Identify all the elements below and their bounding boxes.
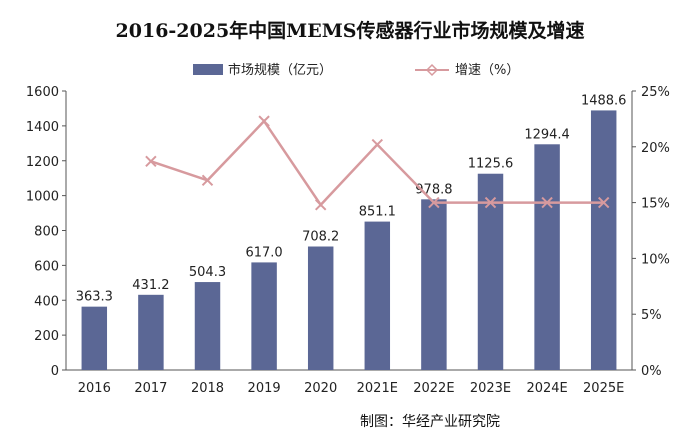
x-axis-tick-label: 2021E: [357, 381, 398, 396]
growth-marker: [258, 115, 270, 127]
legend-line-label: 增速（%）: [455, 63, 519, 78]
bar-value-label: 1294.4: [524, 127, 570, 142]
left-axis-tick-label: 1000: [26, 190, 59, 205]
left-axis-tick-label: 1600: [26, 85, 59, 100]
x-axis-tick-label: 2024E: [526, 381, 567, 396]
growth-marker: [145, 155, 157, 168]
left-axis-tick-label: 400: [34, 294, 59, 309]
bar: [138, 294, 164, 370]
bar-value-label: 504.3: [189, 265, 226, 280]
growth-marker: [597, 196, 610, 209]
growth-marker: [484, 196, 497, 209]
bar: [364, 221, 391, 370]
x-axis-tick-label: 2022E: [413, 381, 454, 396]
growth-line-series: [145, 115, 610, 211]
x-axis-tick-label: 2023E: [470, 381, 511, 396]
bar: [81, 306, 108, 370]
bar-value-label: 708.2: [302, 230, 339, 245]
growth-marker: [541, 196, 553, 209]
left-axis-tick-label: 1200: [26, 155, 59, 170]
left-axis-tick-label: 200: [34, 329, 59, 344]
legend-bar-swatch: [193, 64, 223, 75]
legend: 市场规模（亿元） 增速（%）: [193, 62, 519, 78]
growth-marker: [314, 199, 327, 211]
right-axis-tick-label: 25%: [641, 85, 670, 100]
left-axis-tick-label: 800: [34, 225, 59, 240]
x-axis-tick-label: 2019: [248, 381, 281, 396]
bar: [194, 282, 221, 370]
legend-bar-label: 市场规模（亿元）: [228, 62, 332, 78]
right-axis-tick-label: 20%: [641, 141, 670, 156]
right-axis-tick-label: 10%: [641, 252, 670, 267]
growth-marker: [428, 196, 440, 209]
bar: [251, 262, 277, 370]
bar-value-label: 363.3: [76, 290, 113, 305]
bar: [421, 199, 447, 370]
bar: [590, 110, 617, 370]
bar: [534, 144, 560, 370]
x-axis-tick-label: 2017: [134, 381, 167, 396]
right-axis-tick-label: 5%: [641, 308, 662, 323]
right-axis-tick-label: 15%: [641, 197, 670, 212]
source-note: 制图：华经产业研究院: [360, 414, 500, 430]
bar-value-label: 431.2: [132, 278, 169, 293]
x-axis-tick-label: 2025E: [583, 381, 624, 396]
chart-title: 2016-2025年中国MEMS传感器行业市场规模及增速: [116, 19, 585, 42]
bar: [307, 246, 334, 370]
bar-value-label: 851.1: [359, 205, 396, 220]
axes: 0 200 400 600 800 1000 1200 1400 1600 0% 5% 10% 15% 2…: [26, 85, 670, 396]
bar-value-labels: 363.3431.2504.3617.0708.2851.1978.81125.…: [76, 93, 627, 304]
growth-marker: [371, 138, 384, 151]
growth-marker: [201, 174, 214, 186]
left-axis-tick-label: 600: [34, 259, 59, 274]
bar-series: [81, 110, 617, 370]
legend-line-marker: [425, 63, 439, 77]
right-axis-tick-label: 0%: [641, 364, 662, 379]
bar-value-label: 617.0: [245, 245, 282, 260]
x-axis-tick-label: 2020: [304, 381, 337, 396]
x-axis-tick-label: 2016: [78, 381, 111, 396]
bar: [477, 173, 504, 370]
x-axis-tick-label: 2018: [191, 381, 224, 396]
left-axis-tick-label: 0: [51, 364, 59, 379]
bar-value-label: 1488.6: [581, 93, 627, 108]
left-axis-tick-label: 1400: [26, 120, 59, 135]
bar-value-label: 1125.6: [468, 157, 514, 172]
